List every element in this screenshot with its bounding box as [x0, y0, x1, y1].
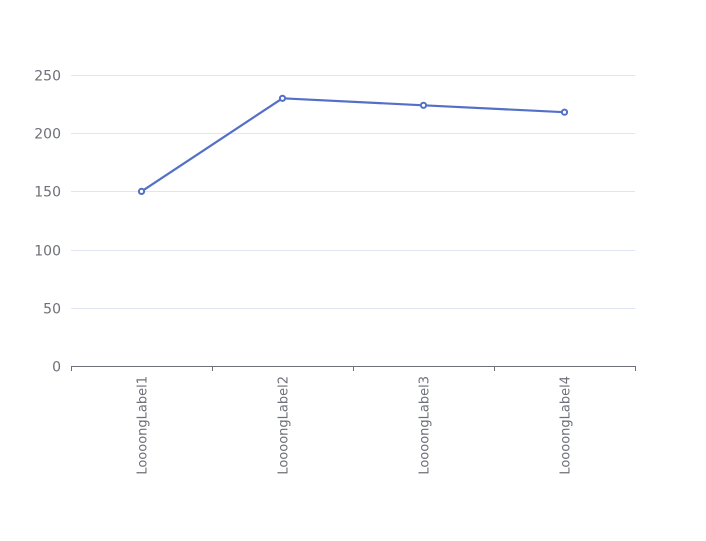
data-point-LoooongLabel4[interactable] [560, 108, 569, 116]
x-tick-label: LoooongLabel4 [559, 376, 574, 475]
data-point-LoooongLabel1[interactable] [137, 187, 146, 195]
series-line-0 [140, 97, 566, 193]
y-tick-label: 50 [43, 302, 61, 318]
y-tick-label: 100 [34, 244, 61, 260]
series-layer [140, 97, 566, 193]
y-tick-label: 200 [34, 127, 61, 143]
y-tick-label: 250 [34, 69, 61, 85]
x-tick-label: LoooongLabel3 [418, 376, 433, 475]
grid-lines [71, 75, 635, 309]
y-axis-ticks: 0 50 100 150 200 250 [34, 69, 61, 376]
x-tick-label: LoooongLabel2 [277, 376, 292, 475]
y-tick-label: 150 [34, 185, 61, 201]
data-point-LoooongLabel3[interactable] [419, 101, 428, 109]
y-tick-label: 0 [52, 360, 61, 376]
x-axis: LoooongLabel1 LoooongLabel2 LoooongLabel3 L… [71, 366, 636, 475]
data-points [137, 94, 569, 195]
data-point-LoooongLabel2[interactable] [278, 94, 287, 102]
x-tick-label: LoooongLabel1 [136, 376, 151, 475]
